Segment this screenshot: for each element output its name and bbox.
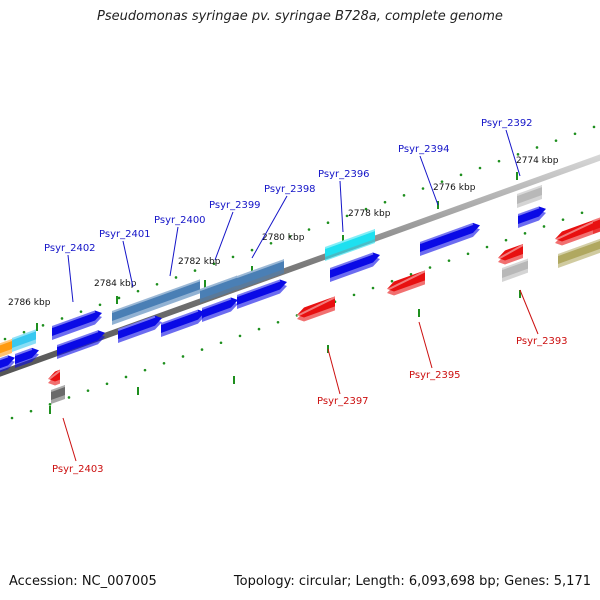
gene-psyr-2396-b (324, 229, 376, 261)
ruler-label: 2778 kbp (348, 209, 391, 219)
gene-psyr-2392 (517, 206, 546, 228)
gene-psyr-2402 (51, 310, 102, 340)
gene-label-leader (214, 211, 234, 261)
gene-psyr-2403 (50, 384, 66, 404)
gene-label-leader (169, 226, 179, 277)
gene-psyr-2393 (497, 244, 524, 265)
gene-label-leader (339, 180, 344, 233)
gene-label[interactable]: Psyr_2402 (44, 243, 96, 254)
ruler-label: 2784 kbp (94, 279, 137, 289)
gene-label[interactable]: Psyr_2395 (409, 370, 461, 381)
gene-red-right (554, 217, 600, 246)
gene-olive-right (557, 238, 600, 268)
gene-psyr-2392-b (516, 185, 543, 208)
gene-psyr-2398 (236, 279, 287, 309)
gene-label-leader (519, 289, 539, 335)
gene-psyr-2398-b (236, 259, 285, 290)
gene-label[interactable]: Psyr_2396 (318, 169, 370, 180)
ruler-label: 2782 kbp (178, 257, 221, 267)
gene-label[interactable]: Psyr_2397 (317, 396, 369, 407)
accession-text: Accession: NC_007005 (9, 574, 157, 589)
gene-sky-left (11, 329, 37, 352)
gene-label-leader (419, 155, 439, 206)
gene-psyr-2400-b (111, 279, 201, 325)
ruler-forward (3, 125, 596, 341)
ruler-label: 2786 kbp (8, 298, 51, 308)
gene-psyr-2399 (201, 297, 238, 322)
gene-label[interactable]: Psyr_2398 (264, 184, 316, 195)
gene-label-leader (505, 129, 521, 177)
gene-label[interactable]: Psyr_2399 (209, 200, 261, 211)
ruler-label: 2774 kbp (516, 156, 559, 166)
gene-label[interactable]: Psyr_2403 (52, 464, 104, 475)
gene-psyr-2403-b (47, 369, 61, 386)
gene-psyr-2393-b (501, 258, 529, 282)
gene-label-leader (327, 348, 341, 395)
gene-blue-left (14, 347, 39, 368)
gene-label-leader (67, 254, 74, 303)
gene-blue-left-b (0, 355, 15, 373)
gene-label[interactable]: Psyr_2393 (516, 336, 568, 347)
gene-label[interactable]: Psyr_2392 (481, 118, 533, 129)
ruler-label: 2776 kbp (433, 183, 476, 193)
gene-label-leader (122, 240, 134, 288)
ruler-label: 2780 kbp (262, 233, 305, 243)
gene-red-edge (592, 217, 600, 234)
genome-summary-text: Topology: circular; Length: 6,093,698 bp… (233, 574, 591, 589)
gene-label[interactable]: Psyr_2394 (398, 144, 450, 155)
gene-label-leader (62, 417, 77, 462)
gene-label[interactable]: Psyr_2400 (154, 215, 206, 226)
gene-psyr-2394 (419, 222, 480, 256)
gene-orange-left (0, 338, 13, 358)
gene-psyr-2399-b (199, 275, 238, 303)
gene-psyr-2396 (329, 252, 380, 282)
map-title: Pseudomonas syringae pv. syringae B728a,… (97, 9, 503, 24)
gene-label-leader (251, 195, 288, 259)
gene-psyr-2402-b (56, 330, 105, 359)
gene-psyr-2401 (117, 315, 162, 343)
gene-psyr-2397 (296, 296, 336, 322)
gene-label[interactable]: Psyr_2401 (99, 229, 151, 240)
gene-psyr-2395 (386, 270, 426, 296)
gene-psyr-2400 (160, 309, 205, 337)
gene-label-leader (418, 321, 433, 369)
